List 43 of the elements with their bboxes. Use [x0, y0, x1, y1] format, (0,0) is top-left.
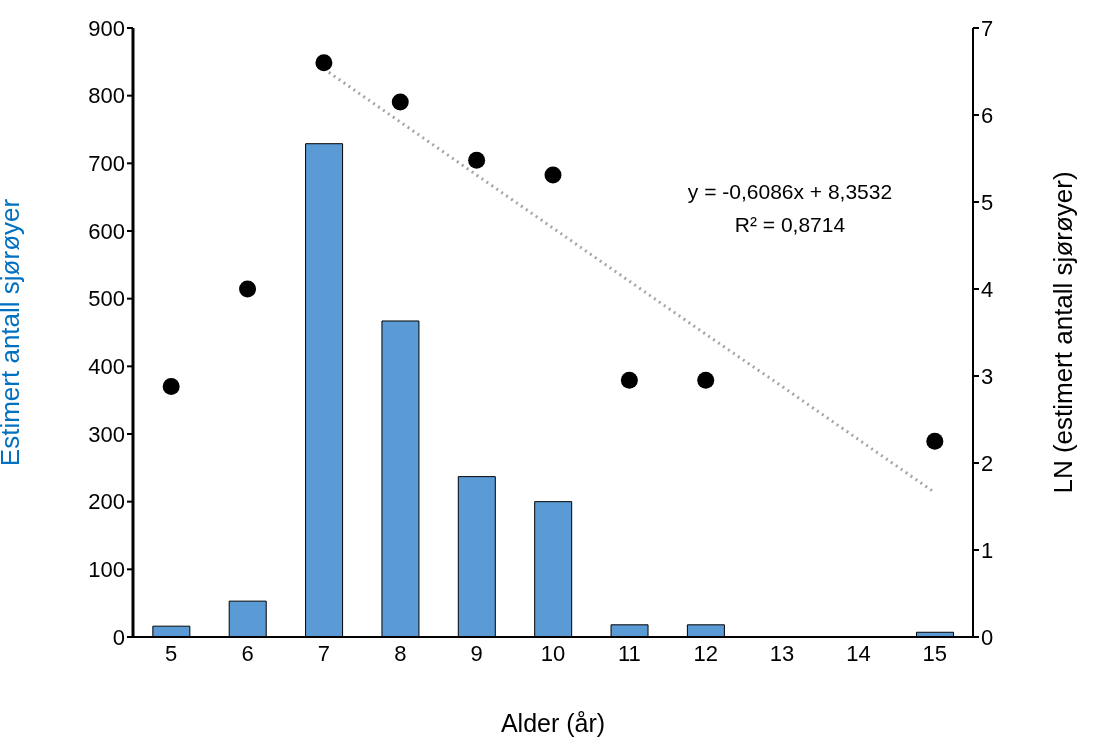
- y2-tick-label: 4: [981, 276, 994, 302]
- x-tick-label: 14: [846, 640, 871, 666]
- y-tick-label: 500: [88, 286, 125, 312]
- point: [391, 93, 409, 111]
- point: [544, 166, 562, 184]
- x-tick-label: 10: [540, 640, 566, 666]
- y-tick-label: 200: [88, 489, 125, 515]
- x-tick-label: 11: [617, 640, 641, 666]
- x-tick-label: 8: [394, 640, 407, 666]
- point: [315, 54, 333, 72]
- y2-axis-title: LN (estimert antall sjørøyer): [1048, 171, 1079, 494]
- y2-tick-label: 3: [981, 363, 994, 389]
- point: [620, 371, 638, 389]
- x-tick-label: 13: [769, 640, 795, 666]
- y-tick-label: 400: [88, 354, 125, 380]
- y-tick-label: 0: [112, 624, 125, 650]
- x-tick-label: 6: [241, 640, 254, 666]
- point: [926, 432, 944, 450]
- y2-tick-label: 0: [981, 624, 994, 650]
- y-tick-label: 100: [88, 557, 125, 583]
- x-tick-label: 9: [470, 640, 483, 666]
- y-tick-label: 900: [88, 15, 125, 41]
- point: [162, 377, 180, 395]
- point: [468, 151, 486, 169]
- y2-tick-label: 2: [981, 450, 994, 476]
- y-tick-label: 800: [88, 83, 125, 109]
- y2-tick-label: 5: [981, 189, 994, 215]
- y-tick-label: 700: [88, 151, 125, 177]
- x-tick-label: 7: [317, 640, 331, 666]
- y2-tick-label: 1: [981, 537, 994, 563]
- y2-tick-label: 6: [981, 102, 994, 128]
- y-tick-label: 600: [88, 218, 125, 244]
- x-tick-label: 12: [693, 640, 718, 666]
- point: [697, 371, 715, 389]
- y2-tick-label: 7: [981, 15, 994, 41]
- y-tick-label: 300: [88, 421, 125, 447]
- annotation: R² = 0,8714: [733, 213, 847, 237]
- annotation: y = -0,6086x + 8,3532: [686, 180, 894, 204]
- y-axis-title: Estimert antall sjørøyer: [0, 198, 26, 467]
- x-tick-label: 15: [922, 640, 948, 666]
- x-axis-title: Alder (år): [500, 709, 606, 737]
- point: [239, 280, 257, 298]
- x-tick-label: 5: [165, 640, 178, 666]
